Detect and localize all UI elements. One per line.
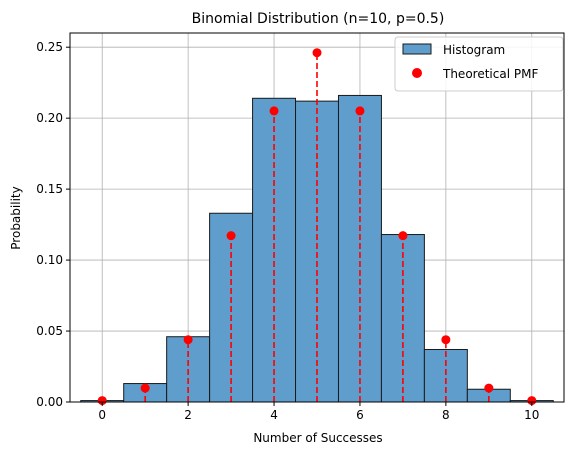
chart-title: Binomial Distribution (n=10, p=0.5) — [192, 11, 445, 27]
x-tick-label: 6 — [356, 408, 364, 422]
legend: Histogram Theoretical PMF — [394, 36, 564, 92]
x-tick-label: 0 — [98, 408, 106, 422]
x-axis-ticks: 0 2 4 6 8 10 — [98, 402, 539, 422]
pmf-stems — [97, 48, 537, 406]
pmf-point — [97, 396, 107, 406]
pmf-point — [312, 48, 322, 58]
pmf-point — [226, 231, 236, 241]
histogram-bar — [423, 348, 468, 403]
pmf-point — [441, 335, 451, 345]
y-tick-label: 0.15 — [36, 182, 63, 196]
pmf-point — [183, 335, 193, 345]
y-tick-label: 0.20 — [36, 111, 63, 125]
pmf-point — [355, 106, 365, 116]
x-tick-label: 10 — [524, 408, 539, 422]
legend-histogram-swatch — [402, 43, 432, 55]
y-axis-ticks: 0.00 0.05 0.10 0.15 0.20 0.25 — [36, 40, 70, 409]
legend-histogram-label: Histogram — [443, 43, 505, 57]
pmf-point — [398, 231, 408, 241]
pmf-point — [527, 396, 537, 406]
x-tick-label: 8 — [442, 408, 450, 422]
y-tick-label: 0.10 — [36, 253, 63, 267]
x-tick-label: 4 — [270, 408, 278, 422]
y-axis-label: Probability — [9, 186, 23, 249]
legend-pmf-label: Theoretical PMF — [442, 67, 538, 81]
y-tick-label: 0.05 — [36, 324, 63, 338]
x-axis-label: Number of Successes — [253, 431, 382, 445]
plot-frame — [69, 32, 565, 403]
pmf-point — [269, 106, 279, 116]
pmf-point — [140, 383, 150, 393]
y-tick-label: 0.00 — [36, 395, 63, 409]
y-tick-label: 0.25 — [36, 40, 63, 54]
x-tick-label: 2 — [184, 408, 192, 422]
legend-pmf-marker — [412, 68, 422, 78]
pmf-point — [484, 383, 494, 393]
